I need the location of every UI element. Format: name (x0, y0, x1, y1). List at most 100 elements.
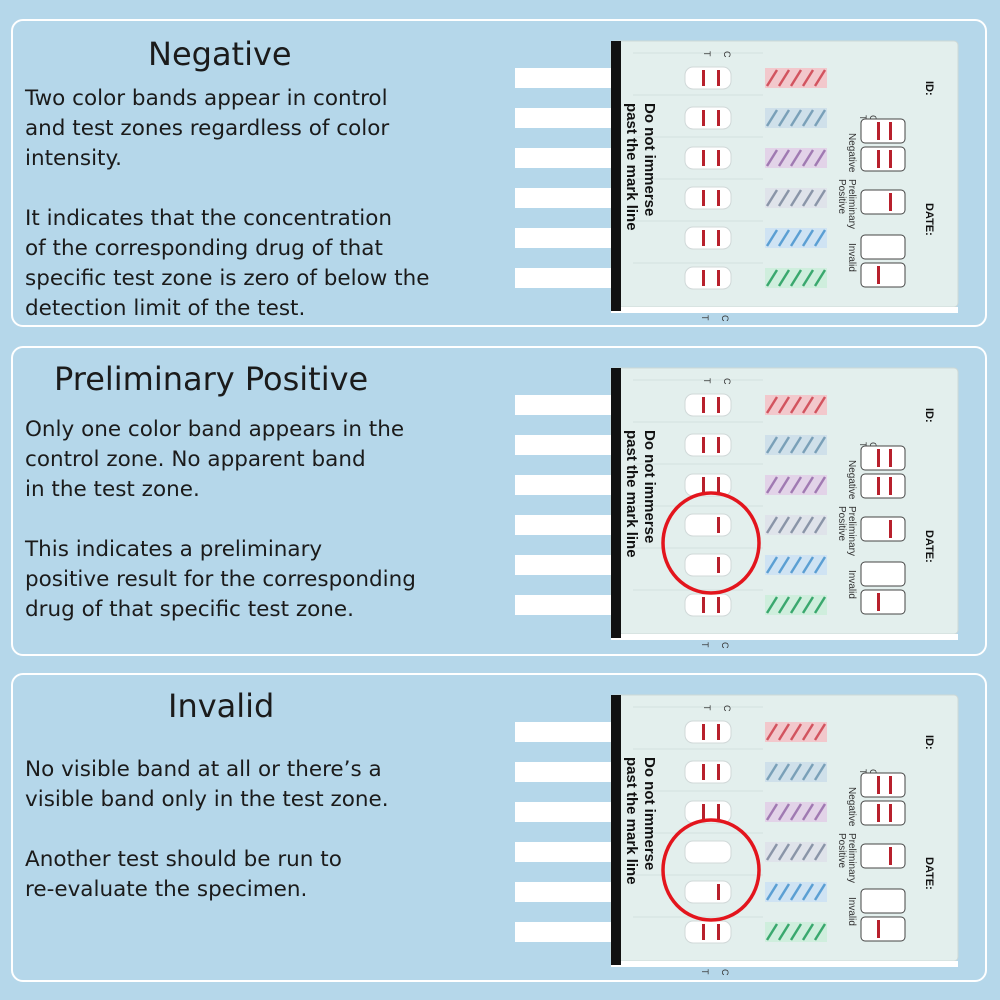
control-band (717, 70, 720, 86)
test-band (702, 150, 705, 166)
control-band (717, 724, 720, 740)
dip-strip (515, 515, 611, 535)
legend-band (877, 920, 880, 938)
legend-negative: Negative (846, 460, 857, 500)
drug-swatch-pattern (801, 883, 815, 901)
drug-swatch-pattern (765, 556, 779, 574)
test-label-bottom: T (700, 969, 710, 975)
drug-swatch-pattern (777, 109, 791, 127)
drug-swatch-pattern (813, 883, 827, 901)
panel-description: No visible band at all or there’s a visi… (25, 755, 389, 905)
drug-swatch-pattern (789, 396, 803, 414)
drug-swatch-pattern (765, 803, 779, 821)
test-band (702, 764, 705, 780)
drug-swatch-pattern (801, 476, 815, 494)
drug-swatch-pattern (765, 723, 779, 741)
drug-swatch-pattern (765, 763, 779, 781)
drug-swatch-pattern (789, 883, 803, 901)
result-window (684, 760, 732, 784)
dip-strip (515, 882, 611, 902)
test-label: T (702, 705, 712, 711)
text-line: positive result for the corresponding (25, 567, 416, 592)
dip-strip (515, 922, 611, 942)
control-band (717, 764, 720, 780)
result-window (684, 593, 732, 617)
legend-preliminary-1: Preliminary (846, 506, 857, 556)
test-band (702, 190, 705, 206)
drug-swatch-pattern (777, 516, 791, 534)
drug-swatch-pattern (765, 923, 779, 941)
result-window (684, 720, 732, 744)
text-line: Another test should be run to (25, 847, 342, 872)
drug-swatch-pattern (813, 763, 827, 781)
control-label-bottom: C (720, 969, 730, 976)
control-band (717, 110, 720, 126)
dip-strip (515, 842, 611, 862)
drug-swatch-pattern (789, 556, 803, 574)
legend-preliminary-2: Positive (836, 179, 847, 214)
drug-swatch-pattern (789, 476, 803, 494)
text-line: specific test zone is zero of below the (25, 266, 430, 291)
control-band (717, 437, 720, 453)
warning-text-line2: past the mark line (623, 757, 640, 885)
dip-strip (515, 555, 611, 575)
panel-title: Preliminary Positive (54, 360, 369, 398)
test-band (702, 397, 705, 413)
legend-band (889, 776, 892, 794)
drug-swatch-pattern (777, 803, 791, 821)
test-label: T (702, 51, 712, 57)
drug-swatch-pattern (813, 516, 827, 534)
drug-swatch-pattern (777, 596, 791, 614)
drug-swatch-pattern (801, 803, 815, 821)
control-band (717, 517, 720, 533)
test-label-bottom: T (700, 315, 710, 321)
text-line: control zone. No apparent band (25, 447, 366, 472)
drug-swatch-pattern (801, 269, 815, 287)
text-line: drug of that specific test zone. (25, 597, 354, 622)
legend-band (889, 847, 892, 865)
legend-negative-box-light (860, 473, 906, 499)
legend-invalid: Invalid (846, 243, 857, 272)
warning-text-line2: past the mark line (623, 430, 640, 558)
drug-swatch-pattern (789, 269, 803, 287)
drug-swatch-pattern (813, 923, 827, 941)
drug-swatch-pattern (813, 803, 827, 821)
legend-positive-box (860, 189, 906, 215)
result-window (684, 840, 732, 864)
drug-swatch-pattern (813, 149, 827, 167)
dip-strip (515, 268, 611, 288)
warning-text-line1: Do not immerse (641, 430, 658, 543)
legend-negative-box (860, 772, 906, 798)
test-band (702, 724, 705, 740)
drug-swatch-pattern (789, 229, 803, 247)
drug-swatch-pattern (801, 596, 815, 614)
text-line: of the corresponding drug of that (25, 236, 383, 261)
drug-swatch-pattern (765, 436, 779, 454)
legend-invalid: Invalid (846, 897, 857, 926)
legend-t-label: T (858, 442, 868, 448)
legend-invalid-box-empty (860, 234, 906, 260)
dip-strip (515, 722, 611, 742)
test-band (702, 70, 705, 86)
drug-swatch-pattern (813, 596, 827, 614)
drug-swatch-pattern (777, 843, 791, 861)
text-line: This indicates a preliminary (25, 537, 323, 562)
drug-swatch-pattern (765, 69, 779, 87)
legend-band (877, 150, 880, 168)
drug-swatch-pattern (801, 843, 815, 861)
legend-negative: Negative (846, 133, 857, 173)
drug-swatch-pattern (777, 556, 791, 574)
drug-swatch-pattern (789, 516, 803, 534)
drug-swatch-pattern (813, 69, 827, 87)
legend-band (877, 776, 880, 794)
panel-description: Only one color band appears in the contr… (25, 415, 416, 625)
test-band (702, 597, 705, 613)
id-label: ID: (923, 81, 935, 96)
result-window (684, 553, 732, 577)
drug-swatch-pattern (801, 229, 815, 247)
drug-swatch-pattern (813, 843, 827, 861)
result-window (684, 513, 732, 537)
drug-swatch-pattern (813, 556, 827, 574)
text-line: intensity. (25, 146, 122, 171)
control-band (717, 804, 720, 820)
